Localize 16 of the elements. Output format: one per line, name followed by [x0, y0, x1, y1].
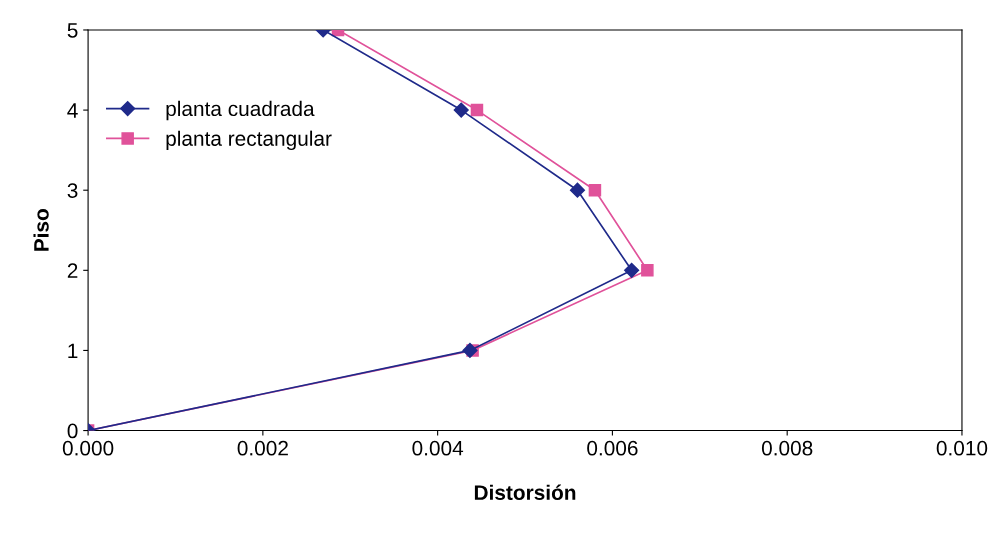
x-tick-label: 0.006 — [587, 440, 638, 456]
legend-label: planta rectangular — [166, 130, 332, 151]
y-tick-label: 5 — [67, 23, 78, 38]
x-tick-label: 0.004 — [412, 440, 464, 456]
y-tick-label: 3 — [67, 183, 78, 198]
x-tick-label: 0.000 — [62, 440, 114, 456]
x-tick-label: 0.010 — [936, 440, 988, 456]
x-axis-title: Distorsión — [474, 484, 576, 500]
y-axis-title: Piso — [33, 209, 49, 251]
legend-label: planta cuadrada — [166, 100, 315, 121]
x-tick-label: 0.002 — [237, 440, 288, 456]
x-tick-label: 0.008 — [761, 440, 813, 456]
y-tick-label: 2 — [67, 263, 78, 278]
y-tick-label: 4 — [67, 103, 78, 118]
y-tick-label: 0 — [67, 423, 78, 439]
y-tick-label: 1 — [68, 343, 78, 358]
